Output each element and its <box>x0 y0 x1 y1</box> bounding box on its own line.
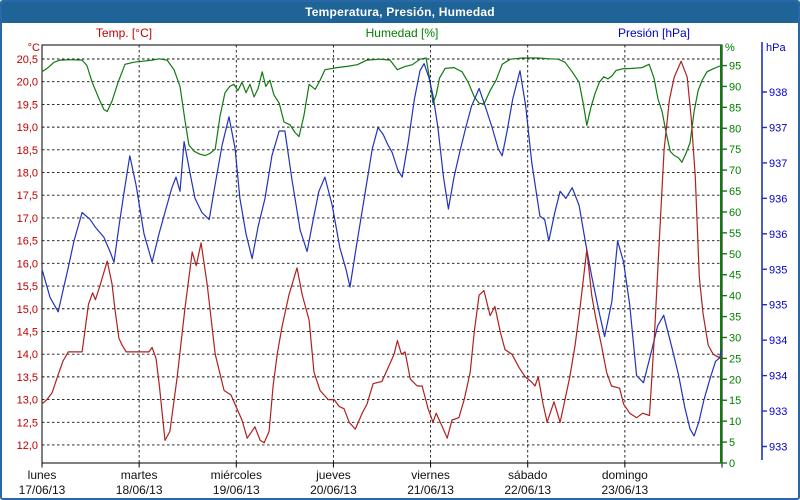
temp-tick-label: 16,0 <box>17 258 38 270</box>
humidity-tick-label: 85 <box>729 102 741 114</box>
humidity-tick-label: 35 <box>729 312 741 324</box>
day-date-label: 23/06/13 <box>601 483 648 497</box>
humidity-tick-label: 45 <box>729 270 741 282</box>
temperature-series-line <box>41 60 722 444</box>
humidity-tick-label: 65 <box>729 186 741 198</box>
pressure-axis-unit: hPa <box>766 42 786 54</box>
humidity-tick-label: 75 <box>729 144 741 156</box>
day-name-label: sábado <box>508 468 548 482</box>
day-name-label: martes <box>121 468 158 482</box>
pressure-tick-label: 935 <box>769 300 787 312</box>
day-date-label: 19/06/13 <box>213 483 260 497</box>
humidity-tick-label: 10 <box>729 416 741 428</box>
pressure-tick-label: 935 <box>769 264 787 276</box>
pressure-tick-label: 937 <box>769 158 787 170</box>
day-date-label: 18/06/13 <box>116 483 163 497</box>
legend-humidity: Humedad [%] <box>365 26 439 40</box>
humidity-tick-label: 20 <box>729 374 741 386</box>
temp-tick-label: 17,0 <box>17 213 38 225</box>
day-date-label: 22/06/13 <box>504 483 551 497</box>
temp-tick-label: 19,0 <box>17 122 38 134</box>
window-title: Temperatura, Presión, Humedad <box>2 2 798 23</box>
legend-temperature: Temp. [°C] <box>95 26 153 40</box>
temp-tick-label: 20,0 <box>17 77 38 89</box>
temp-tick-label: 19,5 <box>17 99 38 111</box>
humidity-tick-label: 0 <box>729 458 735 470</box>
humidity-tick-label: 70 <box>729 165 741 177</box>
temp-tick-label: 12,5 <box>17 417 38 429</box>
pressure-tick-label: 938 <box>769 87 787 99</box>
day-name-label: miércoles <box>211 468 262 482</box>
pressure-tick-label: 934 <box>769 335 787 347</box>
temp-tick-label: 12,0 <box>17 440 38 452</box>
temp-tick-label: 18,5 <box>17 145 38 157</box>
humidity-tick-label: 55 <box>729 228 741 240</box>
day-date-label: 20/06/13 <box>310 483 357 497</box>
temp-tick-label: 13,5 <box>17 372 38 384</box>
plot-area <box>41 44 723 464</box>
day-name-label: viernes <box>411 468 450 482</box>
temp-tick-label: 18,0 <box>17 168 38 180</box>
humidity-tick-label: 95 <box>729 61 741 73</box>
day-name-label: jueves <box>315 468 351 482</box>
pressure-tick-label: 937 <box>769 122 787 134</box>
temp-tick-label: 17,5 <box>17 190 38 202</box>
temp-axis-unit: °C <box>28 42 40 54</box>
humidity-tick-label: 25 <box>729 353 741 365</box>
humidity-tick-label: 5 <box>729 437 735 449</box>
temp-tick-label: 14,5 <box>17 326 38 338</box>
day-date-label: 17/06/13 <box>19 483 66 497</box>
temp-tick-label: 16,5 <box>17 236 38 248</box>
humidity-tick-label: 50 <box>729 249 741 261</box>
humidity-tick-label: 90 <box>729 81 741 93</box>
humidity-series-line <box>41 57 722 163</box>
humidity-tick-label: 15 <box>729 395 741 407</box>
day-date-label: 21/06/13 <box>407 483 454 497</box>
legend-pressure: Presión [hPa] <box>617 26 691 40</box>
humidity-axis-unit: % <box>725 42 735 54</box>
pressure-tick-label: 936 <box>769 229 787 241</box>
humidity-tick-label: 40 <box>729 291 741 303</box>
humidity-tick-label: 30 <box>729 332 741 344</box>
pressure-tick-label: 936 <box>769 193 787 205</box>
day-name-label: domingo <box>602 468 648 482</box>
temp-tick-label: 14,0 <box>17 349 38 361</box>
humidity-tick-label: 60 <box>729 207 741 219</box>
humidity-tick-label: 80 <box>729 123 741 135</box>
day-name-label: lunes <box>28 468 57 482</box>
temp-tick-label: 15,5 <box>17 281 38 293</box>
temp-tick-label: 13,0 <box>17 395 38 407</box>
pressure-tick-label: 933 <box>769 442 787 454</box>
pressure-tick-label: 934 <box>769 371 787 383</box>
temp-tick-label: 15,0 <box>17 304 38 316</box>
pressure-series-line <box>41 62 722 437</box>
temp-tick-label: 20,5 <box>17 54 38 66</box>
pressure-tick-label: 933 <box>769 406 787 418</box>
